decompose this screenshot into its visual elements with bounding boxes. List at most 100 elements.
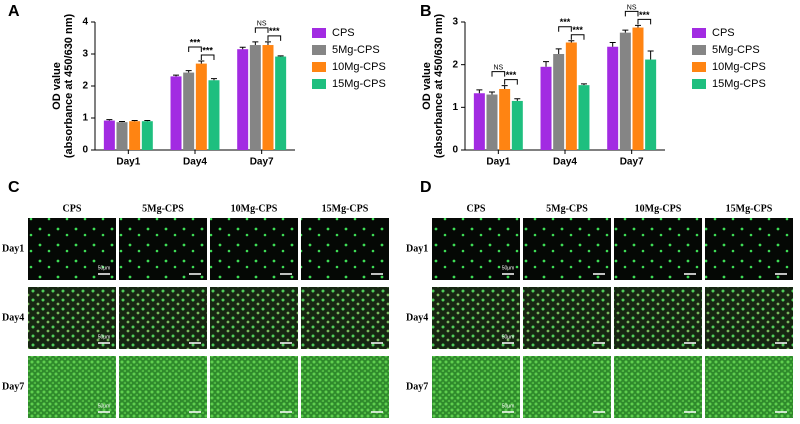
error-bar bbox=[609, 41, 616, 47]
legend-label: 10Mg-CPS bbox=[332, 61, 386, 73]
bar bbox=[208, 80, 220, 150]
significance-bracket bbox=[624, 10, 639, 17]
row-label: Day4 bbox=[406, 312, 428, 323]
significance-label: *** bbox=[269, 26, 280, 36]
significance-label: NS bbox=[257, 21, 267, 28]
micrograph bbox=[432, 218, 520, 280]
micrograph bbox=[210, 356, 298, 418]
legend-swatch bbox=[692, 79, 706, 89]
micrograph bbox=[705, 356, 793, 418]
y-axis-label: (absorbance at 450/630 nm) bbox=[63, 14, 75, 159]
legend-label: CPS bbox=[332, 27, 355, 39]
error-bar bbox=[264, 41, 271, 46]
bar bbox=[565, 42, 577, 151]
error-bar bbox=[210, 78, 217, 81]
micrograph bbox=[210, 287, 298, 349]
x-tick-label: Day4 bbox=[183, 157, 207, 168]
x-tick-label: Day7 bbox=[250, 157, 274, 168]
significance-label: *** bbox=[202, 45, 213, 55]
legend-swatch bbox=[692, 62, 706, 72]
y-axis-label: OD value bbox=[421, 62, 433, 110]
bar bbox=[578, 85, 590, 150]
micrograph bbox=[301, 356, 389, 418]
significance-bracket bbox=[570, 34, 585, 40]
x-tick-label: Day1 bbox=[116, 157, 140, 168]
micrograph bbox=[119, 218, 207, 280]
scale-bar-label: 50μm bbox=[502, 403, 515, 409]
bar bbox=[116, 122, 128, 150]
panel-label: D bbox=[420, 179, 432, 196]
panel-label: A bbox=[8, 3, 20, 20]
bar bbox=[632, 27, 644, 150]
y-tick-label: 3 bbox=[82, 49, 88, 60]
x-tick-label: Day1 bbox=[486, 157, 510, 168]
bar bbox=[275, 56, 287, 151]
panel-label: B bbox=[420, 3, 432, 20]
micrograph bbox=[523, 218, 611, 280]
bar bbox=[486, 94, 498, 150]
error-bar bbox=[277, 55, 284, 57]
micrograph bbox=[28, 287, 116, 349]
bar bbox=[237, 49, 249, 151]
significance-bracket bbox=[491, 71, 506, 77]
micrograph bbox=[523, 356, 611, 418]
error-bar bbox=[173, 74, 180, 77]
legend-swatch bbox=[312, 45, 326, 55]
row-label: Day1 bbox=[406, 243, 428, 254]
legend-label: 10Mg-CPS bbox=[712, 61, 766, 73]
column-header: 5Mg-CPS bbox=[142, 203, 184, 214]
significance-label: *** bbox=[506, 70, 517, 80]
column-header: 5Mg-CPS bbox=[546, 203, 588, 214]
bar bbox=[473, 93, 485, 150]
y-axis-label: OD value bbox=[51, 62, 63, 110]
micrograph bbox=[614, 218, 702, 280]
y-tick-label: 2 bbox=[82, 81, 88, 92]
error-bar bbox=[580, 83, 587, 86]
micrograph bbox=[28, 356, 116, 418]
legend-swatch bbox=[312, 62, 326, 72]
bar bbox=[141, 121, 153, 150]
significance-bracket bbox=[637, 18, 652, 25]
bar bbox=[249, 45, 261, 150]
bar bbox=[170, 76, 182, 150]
error-bar bbox=[543, 61, 550, 67]
bar bbox=[540, 66, 552, 150]
y-tick-label: 2 bbox=[452, 59, 458, 70]
bar bbox=[499, 88, 511, 150]
bar bbox=[183, 72, 195, 150]
bar bbox=[619, 32, 631, 150]
column-header: 10Mg-CPS bbox=[231, 203, 278, 214]
legend-swatch bbox=[692, 45, 706, 55]
error-bar bbox=[252, 41, 259, 46]
row-label: Day7 bbox=[406, 381, 428, 392]
significance-label: *** bbox=[190, 37, 201, 47]
column-header: CPS bbox=[467, 203, 486, 214]
micrograph bbox=[119, 287, 207, 349]
column-header: CPS bbox=[63, 203, 82, 214]
bar bbox=[262, 45, 274, 150]
error-bar bbox=[568, 40, 575, 43]
column-header: 15Mg-CPS bbox=[322, 203, 369, 214]
significance-bracket bbox=[267, 35, 282, 41]
micrograph bbox=[523, 287, 611, 349]
significance-label: *** bbox=[639, 10, 650, 20]
error-bar bbox=[622, 29, 629, 33]
significance-bracket bbox=[200, 54, 215, 61]
x-tick-label: Day7 bbox=[620, 157, 644, 168]
error-bar bbox=[198, 60, 205, 64]
error-bar bbox=[131, 120, 138, 122]
legend-label: 5Mg-CPS bbox=[332, 44, 380, 56]
bar bbox=[645, 59, 657, 151]
legend-swatch bbox=[312, 28, 326, 38]
x-tick-label: Day4 bbox=[553, 157, 577, 168]
y-tick-label: 4 bbox=[82, 17, 88, 28]
y-tick-label: 1 bbox=[82, 113, 88, 124]
row-label: Day7 bbox=[2, 381, 24, 392]
micrograph bbox=[614, 287, 702, 349]
legend-swatch bbox=[692, 28, 706, 38]
scale-bar-label: 50μm bbox=[502, 334, 515, 340]
significance-label: *** bbox=[572, 25, 583, 35]
error-bar bbox=[514, 98, 521, 101]
